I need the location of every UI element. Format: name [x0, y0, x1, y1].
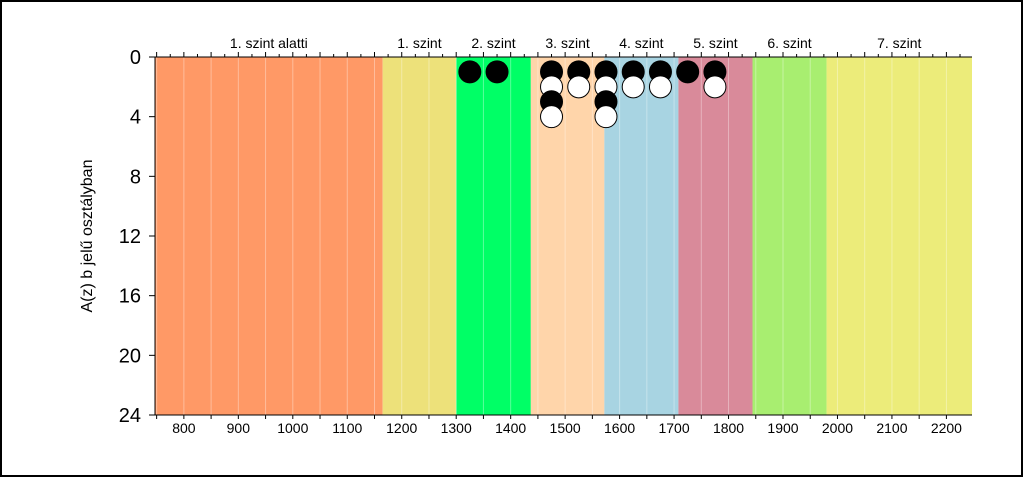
level-label: 2. szint: [471, 35, 515, 51]
level-label: 3. szint: [545, 35, 589, 51]
x-tick-label: 800: [172, 420, 196, 436]
level-band: [382, 57, 457, 415]
level-label: 4. szint: [619, 35, 663, 51]
y-tick-label: 4: [130, 107, 141, 129]
x-tick-label: 2100: [876, 420, 907, 436]
level-band: [826, 57, 972, 415]
x-tick-label: 1500: [550, 420, 581, 436]
level-bands: [155, 57, 972, 415]
axes: 800 900 1000 1100 1200 1300 1400 1500 1600 1700 18…: [119, 47, 972, 436]
y-tick-label: 24: [119, 405, 141, 427]
y-tick-label: 0: [130, 47, 141, 69]
x-tick-label: 1600: [604, 420, 635, 436]
x-tick-label: 1100: [332, 420, 362, 436]
level-band: [456, 57, 531, 415]
level-labels: 1. szint alatti 1. szint 2. szint 3. szint 4…: [230, 35, 922, 51]
y-tick-label: 8: [130, 166, 141, 188]
level-band: [155, 57, 383, 415]
x-tick-label: 1400: [495, 420, 526, 436]
x-tick-label: 1000: [277, 420, 308, 436]
level-band: [678, 57, 753, 415]
vertical-gridlines: [156, 57, 947, 415]
level-label: 5. szint: [693, 35, 737, 51]
data-point: [703, 75, 727, 99]
level-label: 1. szint: [397, 35, 441, 51]
level-label: 7. szint: [877, 35, 921, 51]
data-point: [594, 105, 618, 129]
data-points: [458, 60, 727, 129]
data-point: [621, 75, 645, 99]
y-tick-label: 12: [119, 226, 141, 248]
x-tick-label: 1700: [658, 420, 689, 436]
y-axis-label: A(z) b jelű osztályban: [79, 160, 96, 313]
x-tick-label: 1200: [386, 420, 417, 436]
data-point: [567, 75, 591, 99]
x-tick-label: 900: [227, 420, 251, 436]
x-tick-label: 1800: [713, 420, 744, 436]
x-tick-label: 1900: [767, 420, 798, 436]
data-point: [540, 105, 564, 129]
y-tick-label: 16: [119, 286, 141, 308]
x-tick-label: 2200: [931, 420, 962, 436]
y-tick-label: 20: [119, 345, 141, 367]
data-point: [485, 60, 509, 84]
x-tick-label: 1300: [441, 420, 472, 436]
data-point: [676, 60, 700, 84]
data-point: [648, 75, 672, 99]
data-point: [458, 60, 482, 84]
level-label: 6. szint: [767, 35, 811, 51]
x-tick-label: 2000: [822, 420, 853, 436]
level-label: 1. szint alatti: [230, 35, 308, 51]
level-band: [752, 57, 827, 415]
